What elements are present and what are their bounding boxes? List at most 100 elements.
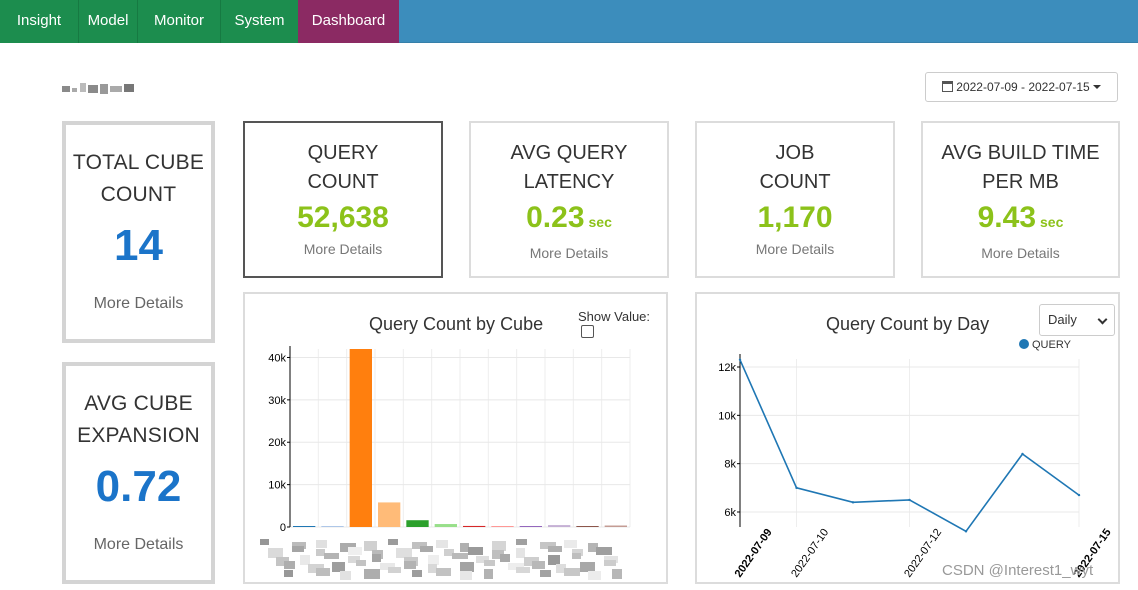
blur-pixel	[588, 571, 601, 580]
blur-pixel	[484, 560, 495, 566]
blur-pixel	[340, 571, 351, 580]
data-point	[908, 498, 911, 502]
avg-build-time-value: 9.43 sec	[977, 201, 1064, 234]
project-name-obscured	[62, 80, 136, 96]
avg-build-time-title: AVG BUILD TIME PER MB	[941, 142, 1100, 193]
nav-group-background	[0, 0, 298, 43]
y-tick-label: 10k	[718, 410, 736, 422]
blur-pixel	[524, 557, 539, 566]
avg-query-latency-more-link[interactable]: More Details	[529, 245, 609, 261]
total-cube-count-card: TOTAL CUBE COUNT 14 More Details	[62, 121, 215, 343]
blur-pixel	[436, 568, 451, 576]
blur-pixel	[588, 543, 598, 552]
job-count-card[interactable]: JOB COUNT 1,170 More Details	[695, 121, 895, 278]
unit-label: sec	[1040, 214, 1064, 230]
show-value-toggle: Show Value:	[578, 309, 666, 339]
blur-pixel	[492, 541, 506, 551]
avg-query-latency-card[interactable]: AVG QUERY LATENCY 0.23 sec More Details	[469, 121, 669, 278]
blur-pixel	[348, 556, 360, 563]
query-count-by-day-panel: Query Count by Day Daily QUERY 6k 8k 10k 12…	[695, 292, 1120, 584]
avg-cube-expansion-value: 0.72	[95, 462, 182, 511]
blur-pixel	[596, 547, 612, 555]
blur-pixel	[612, 569, 622, 579]
bar	[406, 520, 429, 527]
blur-pixel	[604, 556, 618, 563]
blur-pixel	[292, 542, 306, 549]
nav-item-insight[interactable]: Insight	[16, 12, 62, 29]
blur-pixel	[388, 567, 401, 573]
data-point	[795, 486, 798, 490]
blur-pixel	[412, 542, 427, 549]
blur-pixel	[364, 541, 377, 551]
nav-divider	[220, 0, 221, 43]
y-tick-label: 10k	[268, 480, 286, 492]
avg-query-latency-value: 0.23 sec	[526, 201, 612, 234]
blur-pixel	[604, 560, 616, 566]
total-cube-count-value: 14	[114, 221, 163, 270]
blur-pixel	[348, 547, 362, 555]
avg-cube-expansion-more-link[interactable]: More Details	[93, 536, 184, 553]
job-count-value: 1,170	[757, 201, 833, 234]
bar	[293, 526, 316, 527]
blur-pixel	[540, 570, 551, 577]
cube-chart-title: Query Count by Cube	[369, 314, 544, 334]
data-point	[738, 358, 742, 361]
blur-pixel	[436, 540, 448, 548]
bar	[378, 502, 401, 527]
blur-pixel	[492, 550, 504, 559]
blur-pixel	[396, 548, 412, 558]
top-navbar: Insight Model Monitor System Dashboard	[0, 0, 1138, 43]
data-point	[1021, 452, 1024, 456]
legend-label: QUERY	[1032, 339, 1071, 351]
blur-pixel	[580, 562, 595, 572]
blur-pixel	[356, 560, 366, 566]
date-range-picker[interactable]: 2022-07-09 - 2022-07-15	[925, 72, 1118, 102]
blur-pixel	[532, 561, 545, 569]
period-select[interactable]: Daily	[1039, 304, 1115, 336]
chart-legend[interactable]: QUERY	[1019, 339, 1071, 351]
nav-item-model[interactable]: Model	[87, 12, 129, 29]
nav-divider	[78, 0, 79, 43]
show-value-label: Show Value:	[578, 309, 651, 324]
blur-pixel	[300, 555, 310, 565]
bar	[349, 349, 372, 527]
y-tick-label: 8k	[724, 459, 736, 471]
blur-pixel	[572, 553, 581, 559]
nav-item-dashboard[interactable]: Dashboard	[298, 0, 399, 43]
blur-pixel	[316, 540, 327, 548]
avg-build-time-card[interactable]: AVG BUILD TIME PER MB 9.43 sec More Detai…	[921, 121, 1120, 278]
blur-pixel	[324, 553, 339, 559]
query-count-value: 52,638	[297, 201, 389, 234]
data-point	[851, 501, 855, 504]
bar	[519, 526, 542, 527]
unit-label: sec	[588, 214, 612, 230]
query-count-more-link[interactable]: More Details	[303, 241, 383, 257]
job-count-title: JOB COUNT	[759, 142, 831, 193]
y-tick-label: 20k	[268, 437, 286, 449]
blur-pixel	[460, 562, 474, 572]
blur-pixel	[572, 549, 583, 556]
job-count-more-link[interactable]: More Details	[755, 241, 835, 257]
period-select-value: Daily	[1048, 312, 1077, 327]
y-tick-label: 6k	[724, 507, 736, 519]
blur-pixel	[428, 564, 437, 573]
blur-pixel	[380, 563, 395, 570]
blur-pixel	[428, 555, 439, 565]
blur-pixel	[460, 543, 469, 552]
total-cube-count-more-link[interactable]: More Details	[93, 295, 184, 312]
calendar-icon	[942, 81, 954, 92]
blur-pixel	[332, 562, 345, 572]
blur-pixel	[276, 557, 289, 566]
blur-pixel	[268, 548, 283, 558]
query-count-card[interactable]: QUERY COUNT 52,638 More Details	[243, 121, 443, 278]
cube-bar-chart: 0 10k 20k 30k 40k	[260, 346, 631, 580]
blur-pixel	[452, 553, 468, 559]
show-value-checkbox[interactable]	[581, 325, 594, 338]
blur-pixel	[476, 556, 489, 563]
avg-build-time-more-link[interactable]: More Details	[981, 245, 1060, 261]
total-cube-count-title: TOTAL CUBE COUNT	[72, 151, 205, 206]
blur-pixel	[372, 554, 381, 562]
nav-item-system[interactable]: System	[234, 12, 285, 29]
nav-item-monitor[interactable]: Monitor	[153, 12, 205, 29]
blur-pixel	[460, 571, 472, 580]
